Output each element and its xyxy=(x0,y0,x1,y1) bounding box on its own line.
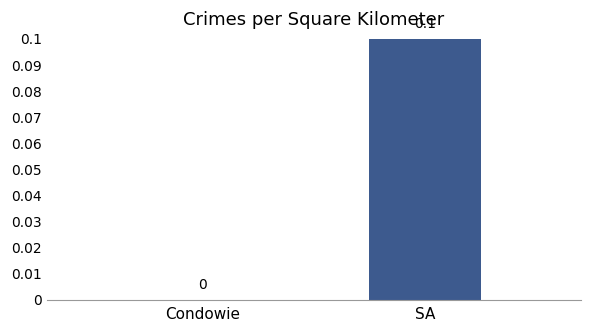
Bar xyxy=(369,39,481,300)
Title: Crimes per Square Kilometer: Crimes per Square Kilometer xyxy=(183,11,445,29)
Text: 0: 0 xyxy=(198,278,207,292)
Text: 0.1: 0.1 xyxy=(414,17,436,31)
